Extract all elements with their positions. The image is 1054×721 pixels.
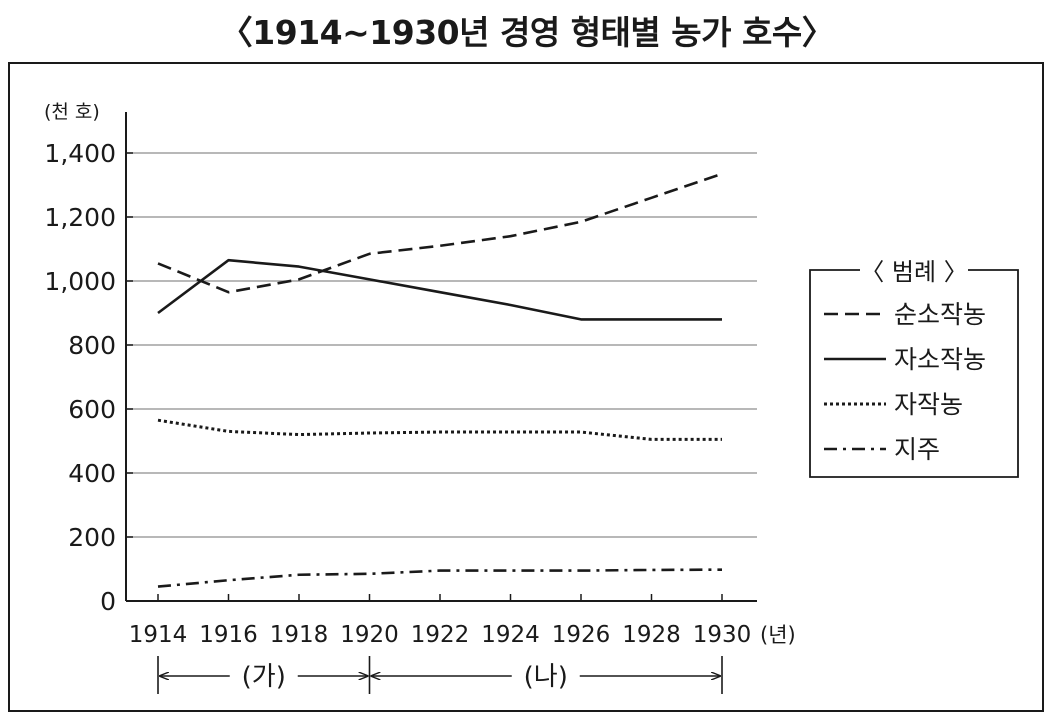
series-line-2 bbox=[157, 258, 722, 321]
y-tick-label: 200 bbox=[68, 523, 116, 552]
x-tick-label: 1916 bbox=[199, 622, 258, 648]
x-tick-label: 1924 bbox=[481, 622, 540, 648]
x-tick-label: 1920 bbox=[340, 622, 399, 648]
y-axis-label: (천 호) bbox=[44, 101, 100, 123]
legend-label-3: 자작농 bbox=[894, 390, 963, 419]
legend-label-4: 지주 bbox=[894, 435, 940, 464]
series-line-3 bbox=[157, 418, 722, 441]
x-tick-label: 1928 bbox=[622, 622, 681, 648]
x-tick-label: 1914 bbox=[129, 622, 188, 648]
x-tick-label: 1930 bbox=[693, 622, 752, 648]
y-tick-label: 1,200 bbox=[44, 203, 116, 232]
legend-title: 〈 범례 〉 bbox=[860, 258, 967, 286]
x-tick-label: 1918 bbox=[270, 622, 329, 648]
y-tick-label: 0 bbox=[100, 587, 116, 616]
chart-title: 〈1914∼1930년 경영 형태별 농가 호수〉 bbox=[219, 13, 835, 52]
y-tick-label: 800 bbox=[68, 331, 116, 360]
y-tick-label: 600 bbox=[68, 395, 116, 424]
legend-box bbox=[809, 269, 1019, 478]
y-tick-label: 1,400 bbox=[44, 139, 116, 168]
x-tick-label: 1922 bbox=[411, 622, 470, 648]
x-tick-label: 1926 bbox=[552, 622, 611, 648]
x-axis-label: (년) bbox=[760, 623, 796, 647]
y-tick-label: 1,000 bbox=[44, 267, 116, 296]
legend-label-1: 순소작농 bbox=[894, 300, 986, 329]
series-line-1 bbox=[157, 172, 723, 294]
chart-frame bbox=[8, 62, 1044, 712]
period-label-2: (나) bbox=[524, 662, 568, 692]
period-label-1: (가) bbox=[242, 662, 286, 692]
y-tick-label: 400 bbox=[68, 459, 116, 488]
legend-label-2: 자소작농 bbox=[894, 345, 986, 374]
series-line-4 bbox=[157, 568, 723, 588]
